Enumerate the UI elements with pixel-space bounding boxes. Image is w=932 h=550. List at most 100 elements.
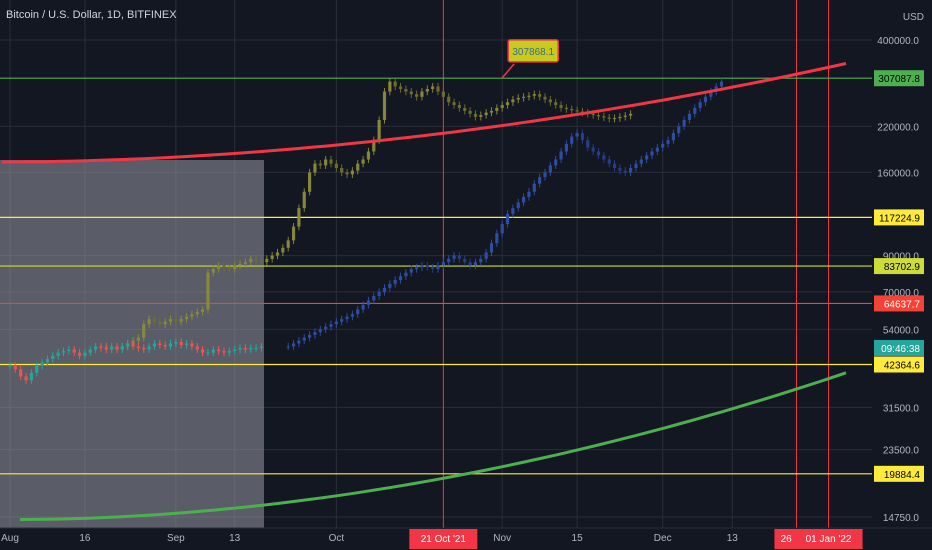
ghost-candle bbox=[602, 116, 606, 118]
ghost-candle bbox=[436, 86, 440, 92]
ghost-candle bbox=[238, 263, 242, 266]
projected-candle bbox=[511, 208, 515, 215]
ghost-candle bbox=[340, 167, 344, 173]
price-candle bbox=[13, 365, 17, 370]
projected-candle bbox=[538, 177, 542, 184]
price-tick-label: 23500.0 bbox=[883, 446, 920, 457]
trend-curves bbox=[1, 62, 847, 521]
time-tick-label: Oct bbox=[329, 533, 345, 544]
projected-candle bbox=[468, 262, 472, 266]
ghost-candle bbox=[623, 115, 627, 117]
projected-candle bbox=[618, 167, 622, 171]
price-candle bbox=[217, 349, 221, 352]
projected-candle bbox=[580, 133, 585, 141]
price-candle bbox=[163, 344, 167, 347]
projected-candle bbox=[479, 258, 483, 263]
projected-candle bbox=[650, 151, 654, 156]
projected-candle bbox=[655, 147, 659, 152]
price-tick-label: 14750.0 bbox=[883, 513, 920, 524]
ghost-candle bbox=[356, 163, 360, 171]
current-price-tag-bg bbox=[874, 339, 924, 356]
ghost-candle bbox=[463, 107, 467, 111]
ghost-candle bbox=[152, 319, 157, 322]
ghost-candle bbox=[415, 94, 419, 97]
projected-candle bbox=[548, 165, 552, 173]
current-price-tag: 09:46:38 bbox=[881, 344, 920, 355]
ghost-candle bbox=[275, 252, 280, 256]
projected-candle bbox=[286, 346, 290, 348]
ghost-candle bbox=[195, 311, 199, 315]
price-candle bbox=[51, 355, 55, 360]
ghost-candle bbox=[206, 272, 210, 310]
projected-candle bbox=[366, 300, 371, 305]
ghost-candle bbox=[147, 319, 151, 325]
ghost-candle bbox=[457, 105, 461, 108]
ghost-candle bbox=[500, 105, 504, 108]
price-candle bbox=[190, 343, 194, 347]
level-price-tag: 83702.9 bbox=[884, 262, 921, 273]
projected-candle bbox=[703, 96, 708, 103]
projected-candle bbox=[607, 159, 611, 164]
projected-candle bbox=[602, 155, 606, 160]
projected-candle bbox=[666, 140, 670, 144]
ghost-candle bbox=[516, 97, 520, 100]
ghost-candle bbox=[554, 102, 558, 106]
ghost-candle bbox=[538, 94, 542, 97]
projected-candle bbox=[532, 183, 536, 192]
price-candle bbox=[254, 347, 258, 349]
candles bbox=[8, 78, 724, 384]
marker-date-bg bbox=[409, 529, 478, 549]
price-axis-bg bbox=[872, 0, 932, 550]
projected-candle bbox=[484, 252, 488, 259]
time-tick-label: Aug bbox=[1, 533, 19, 544]
callout-box bbox=[507, 39, 559, 63]
ghost-candle bbox=[227, 267, 231, 270]
projected-candle bbox=[505, 214, 510, 224]
projected-candle bbox=[297, 340, 301, 344]
ghost-candle bbox=[136, 337, 140, 341]
time-tick-label: Sep bbox=[167, 533, 185, 544]
ghost-candle bbox=[425, 88, 429, 92]
price-candle bbox=[8, 365, 12, 367]
projected-candle bbox=[420, 265, 424, 268]
projected-candle bbox=[372, 296, 376, 301]
ghost-candle bbox=[505, 102, 510, 106]
projected-candle bbox=[682, 119, 686, 127]
price-candle bbox=[136, 346, 140, 348]
marker-date-label: 21 Oct '21 bbox=[421, 534, 467, 545]
projected-candle bbox=[719, 81, 724, 87]
symbol-title: Bitcoin / U.S. Dollar, 1D, BITFINEX bbox=[6, 9, 177, 21]
lower-trend-curve bbox=[19, 371, 847, 521]
ghost-candle bbox=[158, 321, 162, 325]
projected-candle bbox=[324, 326, 328, 330]
projected-candle bbox=[698, 102, 702, 108]
level-price-tag-bg bbox=[874, 465, 924, 482]
price-axis[interactable]: USD 400000.0 220000.0 160000.0 90000.0 70000.… bbox=[872, 0, 932, 550]
projected-candle bbox=[693, 107, 697, 114]
projected-candle bbox=[645, 155, 649, 160]
ghost-candle bbox=[259, 260, 264, 263]
upper-trend-curve bbox=[1, 62, 847, 164]
projected-candle bbox=[559, 151, 563, 160]
price-candle bbox=[77, 352, 82, 356]
price-candle bbox=[259, 346, 264, 348]
price-candle bbox=[142, 347, 146, 350]
level-price-tag-bg bbox=[874, 209, 924, 226]
price-candle bbox=[249, 347, 253, 350]
ghost-candle bbox=[281, 247, 285, 253]
projected-candle bbox=[388, 283, 392, 288]
projected-candle bbox=[522, 196, 526, 203]
ghost-candle bbox=[580, 111, 585, 113]
ghost-candle bbox=[142, 324, 146, 338]
projected-candle bbox=[634, 163, 638, 168]
price-candle bbox=[88, 349, 92, 353]
price-candle bbox=[104, 347, 108, 350]
price-candle bbox=[72, 349, 76, 353]
projected-candle bbox=[393, 280, 397, 284]
projected-candle bbox=[452, 255, 456, 259]
ghost-candle bbox=[404, 88, 408, 92]
ghost-candle bbox=[366, 151, 371, 160]
ghost-candle bbox=[297, 208, 301, 227]
